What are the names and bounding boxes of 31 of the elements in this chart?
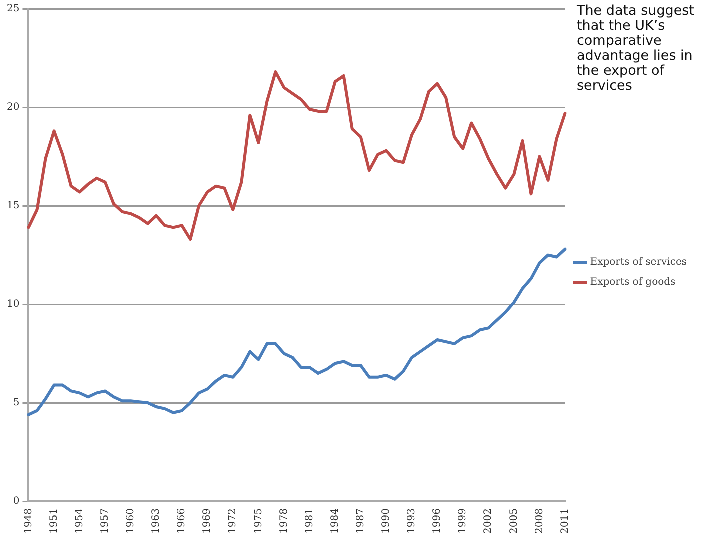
- x-tick-label: 1996: [432, 508, 444, 534]
- x-tick-label: 1984: [330, 508, 341, 534]
- x-tick-label: 2011: [560, 508, 571, 534]
- x-tick-label: 1957: [100, 508, 111, 534]
- text: The data suggest that the UK’s comparative advantage lies in the export of services: [577, 3, 696, 94]
- y-tick-label: 25: [6, 4, 20, 15]
- x-tick-label: 1978: [278, 508, 290, 534]
- x-tick-label: 1999: [458, 508, 469, 534]
- x-tick-label: 1981: [304, 508, 316, 534]
- legend-label: Exports of services: [590, 257, 688, 268]
- x-tick-label: 1951: [48, 508, 60, 534]
- y-tick-label: 15: [6, 200, 20, 212]
- x-tick-label: 1960: [126, 508, 137, 534]
- y-tick-label: 10: [6, 299, 20, 310]
- legend-label: Exports of goods: [590, 277, 676, 288]
- y-tick-label: 5: [13, 398, 20, 409]
- y-tick-label: 0: [13, 496, 20, 508]
- x-tick-label: 2002: [483, 508, 494, 534]
- x-tick-label: 2008: [534, 508, 546, 534]
- x-tick-label: 1993: [406, 508, 418, 534]
- x-tick-label: 1948: [23, 508, 34, 534]
- y-tick-label: 20: [6, 102, 20, 114]
- x-tick-label: 1969: [202, 508, 214, 534]
- x-tick-label: 1954: [74, 508, 86, 534]
- x-tick-label: 1987: [355, 508, 366, 534]
- x-tick-label: 1990: [381, 508, 392, 534]
- x-tick-label: 1966: [176, 508, 188, 534]
- x-tick-label: 1972: [228, 508, 239, 534]
- x-tick-label: 1963: [151, 508, 162, 534]
- x-tick-label: 2005: [508, 508, 520, 534]
- x-tick-label: 1975: [253, 508, 264, 534]
